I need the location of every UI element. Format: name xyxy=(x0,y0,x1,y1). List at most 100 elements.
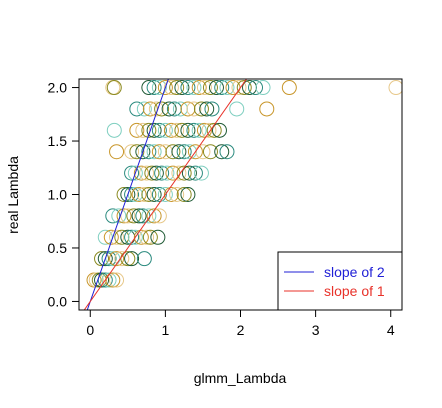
data-point xyxy=(120,187,136,202)
data-point xyxy=(236,80,252,96)
data-point xyxy=(124,144,140,160)
data-point xyxy=(129,144,145,160)
data-point xyxy=(124,187,140,202)
reference-line-2 xyxy=(83,79,248,310)
data-point xyxy=(141,122,157,138)
legend: slope of 2 slope of 1 xyxy=(277,251,403,311)
data-point xyxy=(176,165,192,181)
data-point xyxy=(109,229,125,245)
data-point xyxy=(180,122,196,138)
data-point xyxy=(214,80,230,96)
data-point xyxy=(214,144,230,160)
data-point xyxy=(255,80,271,96)
data-point xyxy=(120,229,136,245)
data-point xyxy=(193,165,209,181)
data-point xyxy=(204,101,220,117)
data-point xyxy=(141,144,157,160)
data-point xyxy=(135,122,151,138)
legend-label: slope of 1 xyxy=(324,283,385,299)
data-point xyxy=(94,251,110,267)
data-point xyxy=(186,101,202,117)
data-point xyxy=(116,187,132,202)
data-point xyxy=(161,101,177,117)
data-point xyxy=(151,122,167,138)
data-point xyxy=(111,208,127,224)
data-point xyxy=(187,165,203,181)
reference-line-1 xyxy=(86,79,169,310)
data-point xyxy=(154,101,170,117)
data-point xyxy=(116,208,132,224)
data-point xyxy=(131,187,147,202)
data-point xyxy=(157,122,173,138)
data-point xyxy=(124,251,140,267)
data-point xyxy=(187,144,203,160)
data-point xyxy=(105,80,121,96)
data-point xyxy=(126,208,142,224)
x-axis: 0 1 2 3 4 xyxy=(86,309,395,338)
data-point xyxy=(136,101,152,117)
data-point xyxy=(144,165,160,181)
data-point xyxy=(109,272,125,288)
data-point xyxy=(129,122,145,138)
fit-lines-layer xyxy=(83,79,248,310)
data-point xyxy=(135,144,151,160)
data-point xyxy=(146,80,162,96)
y-tick-label: 1.0 xyxy=(48,187,68,203)
data-point xyxy=(141,80,157,96)
x-tick-label: 4 xyxy=(387,322,395,338)
data-point xyxy=(163,187,179,202)
data-point xyxy=(165,165,181,181)
data-point xyxy=(163,122,179,138)
y-tick-label: 2.0 xyxy=(48,80,68,96)
data-point xyxy=(151,208,167,224)
data-point xyxy=(157,187,173,202)
data-point xyxy=(105,208,121,224)
legend-box xyxy=(277,251,403,311)
data-point xyxy=(101,272,117,288)
data-point xyxy=(176,144,192,160)
data-point xyxy=(180,101,196,117)
data-point xyxy=(139,165,155,181)
data-point xyxy=(131,208,147,224)
data-point xyxy=(114,251,130,267)
data-point xyxy=(191,122,207,138)
data-point xyxy=(157,144,173,160)
data-point xyxy=(281,80,297,96)
data-point xyxy=(225,80,241,96)
data-point xyxy=(88,272,104,288)
data-point xyxy=(163,80,179,96)
data-point xyxy=(195,144,211,160)
data-point xyxy=(202,80,218,96)
data-point xyxy=(171,144,187,160)
data-point xyxy=(154,165,170,181)
x-tick-label: 3 xyxy=(312,322,320,338)
data-point xyxy=(94,272,110,288)
data-point xyxy=(141,208,157,224)
data-point xyxy=(171,165,187,181)
data-point xyxy=(181,165,197,181)
data-point xyxy=(172,101,188,117)
x-tick-label: 2 xyxy=(237,322,245,338)
data-point xyxy=(106,122,122,138)
data-point xyxy=(196,80,212,96)
data-point xyxy=(124,165,140,181)
data-point xyxy=(133,165,149,181)
data-point xyxy=(109,144,125,160)
data-point xyxy=(259,101,275,117)
data-point xyxy=(180,80,196,96)
data-point xyxy=(231,80,247,96)
y-tick-label: 1.5 xyxy=(48,133,68,149)
y-tick-label: 0.0 xyxy=(48,293,68,309)
data-point xyxy=(219,80,235,96)
data-point xyxy=(196,122,212,138)
data-point xyxy=(176,187,192,202)
data-point xyxy=(120,208,136,224)
data-point xyxy=(186,122,202,138)
data-point xyxy=(127,229,143,245)
data-point xyxy=(202,144,218,160)
data-point xyxy=(169,80,185,96)
data-point xyxy=(97,229,113,245)
data-point xyxy=(146,144,162,160)
